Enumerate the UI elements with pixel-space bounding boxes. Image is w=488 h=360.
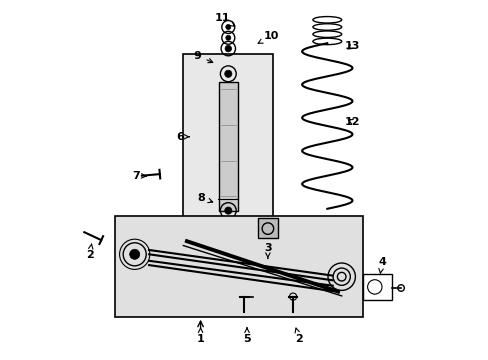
FancyBboxPatch shape: [183, 54, 273, 234]
Text: 4: 4: [377, 257, 385, 273]
Text: 8: 8: [197, 193, 212, 203]
FancyBboxPatch shape: [219, 82, 237, 211]
Text: 13: 13: [344, 41, 360, 51]
Text: 12: 12: [344, 117, 360, 127]
Text: 7: 7: [132, 171, 146, 181]
Text: 11: 11: [215, 13, 234, 26]
Circle shape: [224, 45, 231, 52]
Text: 2: 2: [294, 328, 303, 344]
Circle shape: [225, 35, 230, 40]
Circle shape: [224, 70, 231, 77]
FancyBboxPatch shape: [115, 216, 363, 317]
Text: 10: 10: [258, 31, 279, 43]
Bar: [362, 274, 391, 300]
Text: 1: 1: [196, 328, 204, 344]
Circle shape: [224, 207, 231, 214]
Text: 6: 6: [175, 132, 189, 142]
Text: 3: 3: [264, 243, 271, 258]
Circle shape: [225, 24, 230, 30]
Text: 2: 2: [86, 244, 93, 260]
Text: 5: 5: [243, 328, 250, 344]
Circle shape: [129, 249, 140, 259]
FancyBboxPatch shape: [257, 218, 277, 238]
Text: 9: 9: [193, 51, 212, 63]
